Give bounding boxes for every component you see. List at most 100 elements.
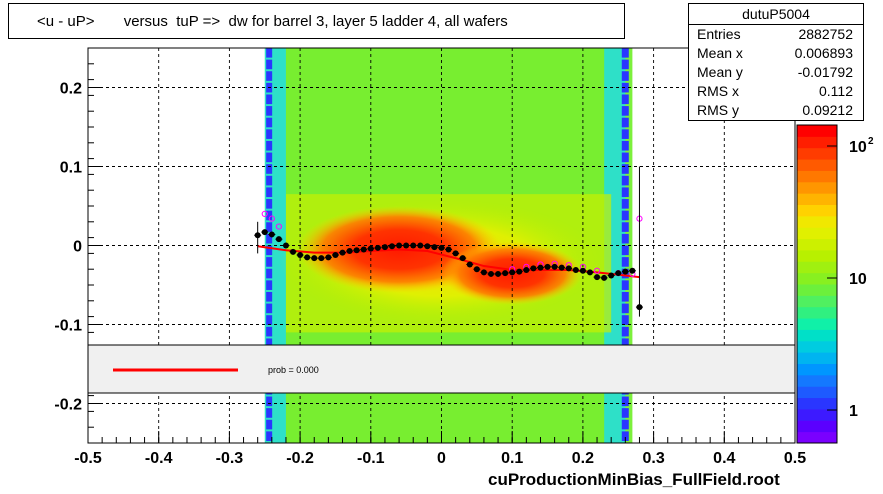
- colorbar-segment: [797, 159, 837, 171]
- colorbar-segment: [797, 227, 837, 240]
- colorbar-segment: [797, 238, 837, 251]
- profile-marker: [431, 244, 438, 251]
- stats-row-entries: Entries 2882752: [689, 25, 863, 44]
- stats-value: 0.09212: [802, 102, 853, 118]
- profile-marker: [311, 255, 318, 262]
- heat-edge-tick-left: [266, 245, 273, 256]
- heat-edge-tick-left: [266, 396, 273, 407]
- profile-marker: [608, 272, 615, 279]
- heat-edge-tick-left: [266, 187, 273, 198]
- heat-edge-tick-left: [266, 117, 273, 128]
- heat-edge-tick-left: [266, 152, 273, 163]
- heat-edge-tick-right: [621, 245, 629, 256]
- stats-value: 0.006893: [794, 45, 853, 61]
- profile-marker: [466, 261, 473, 268]
- heat-edge-tick-left: [266, 129, 273, 139]
- y-tick-label: 0.2: [60, 81, 82, 98]
- colorbar-segment: [797, 147, 837, 160]
- heat-edge-tick-left: [266, 408, 273, 418]
- x-tick-label: -0.5: [74, 450, 102, 467]
- heat-edge-tick-right: [621, 117, 629, 128]
- colorbar-frame: [796, 124, 838, 444]
- profile-marker: [495, 270, 502, 277]
- heat-edge-tick-right: [621, 129, 629, 139]
- heat-edge-tick-left: [266, 164, 273, 174]
- heat-edge-tick-left: [266, 140, 273, 151]
- heatmap-layer: [264, 48, 633, 443]
- profile-marker: [396, 242, 403, 249]
- heat-edge-tick-left: [266, 431, 273, 441]
- heat-edge-tick-right: [621, 164, 629, 174]
- colorbar-segment: [797, 386, 837, 399]
- colorbar-segment: [797, 284, 837, 296]
- colorbar-segment: [797, 125, 837, 137]
- heat-edge-tick-left: [266, 303, 273, 314]
- y-tick-label: 0: [73, 239, 82, 256]
- profile-marker: [290, 248, 297, 255]
- profile-marker: [417, 242, 424, 249]
- colorbar-segment: [797, 249, 837, 262]
- x-tick-label: 0.1: [501, 450, 523, 467]
- profile-marker: [594, 274, 601, 281]
- x-tick-label: -0.2: [286, 450, 314, 467]
- source-file-label: cuProductionMinBias_FullField.root: [488, 470, 780, 489]
- heat-edge-tick-left: [266, 338, 273, 349]
- heat-edge-tick-right: [621, 106, 629, 116]
- profile-marker: [381, 244, 388, 251]
- colorbar-segment: [797, 408, 837, 421]
- heat-edge-tick-right: [621, 94, 629, 105]
- profile-marker: [346, 248, 353, 255]
- profile-alt-marker: [275, 223, 282, 230]
- heat-edge-tick-right: [621, 326, 629, 337]
- colorbar-segment: [797, 431, 837, 444]
- heat-edge-tick-right: [621, 175, 629, 186]
- profile-marker: [374, 244, 381, 251]
- heat-edge-tick-left: [266, 59, 273, 70]
- colorbar-label: 1: [849, 403, 858, 420]
- colorbar-label: 10: [849, 139, 867, 156]
- heat-edge-tick-right: [621, 82, 629, 93]
- heat-edge-tick-right: [621, 280, 629, 290]
- profile-marker: [473, 266, 480, 273]
- colorbar-segment: [797, 329, 837, 342]
- stats-value: 2882752: [798, 26, 853, 42]
- stats-key: Mean y: [697, 64, 743, 80]
- profile-marker: [452, 250, 459, 257]
- stats-value: 0.112: [819, 83, 853, 99]
- profile-marker: [551, 263, 558, 270]
- colorbar-segment: [797, 136, 837, 149]
- heat-edge-tick-right: [621, 408, 629, 418]
- heat-edge-tick-right: [621, 338, 629, 349]
- profile-marker: [558, 264, 565, 271]
- profile-marker: [325, 254, 332, 261]
- heat-edge-tick-right: [621, 233, 629, 244]
- stats-key: Mean x: [697, 45, 743, 61]
- heat-edge-tick-left: [266, 315, 273, 325]
- x-tick-label: 0: [437, 450, 446, 467]
- colorbar-label-exponent: 2: [868, 136, 874, 147]
- heat-edge-tick-right: [621, 303, 629, 314]
- heat-edge-tick-right: [621, 210, 629, 221]
- profile-marker: [275, 236, 282, 243]
- profile-marker: [565, 265, 572, 272]
- heat-edge-tick-right: [621, 315, 629, 325]
- profile-marker: [586, 269, 593, 276]
- profile-marker: [353, 247, 360, 254]
- profile-marker: [424, 243, 431, 250]
- colorbar-segment: [797, 261, 837, 274]
- profile-marker: [410, 242, 417, 249]
- profile-marker: [360, 246, 367, 253]
- heat-edge-tick-left: [266, 106, 273, 116]
- heat-edge-tick-right: [621, 291, 629, 302]
- profile-marker: [282, 242, 289, 249]
- profile-marker: [572, 266, 579, 273]
- colorbar-segment: [797, 272, 837, 285]
- x-tick-label: -0.1: [357, 450, 385, 467]
- profile-marker: [530, 265, 537, 272]
- stats-key: RMS y: [697, 102, 739, 118]
- colorbar-segment: [797, 374, 837, 387]
- heat-edge-tick-left: [266, 257, 273, 267]
- heat-edge-tick-left: [266, 210, 273, 221]
